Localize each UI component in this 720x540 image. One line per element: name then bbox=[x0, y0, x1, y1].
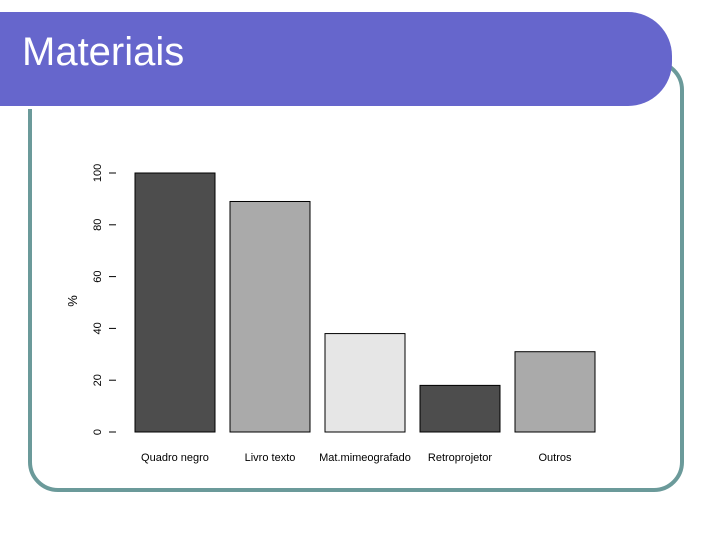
y-axis: 0 20 40 60 80 100 bbox=[92, 164, 116, 435]
title-banner bbox=[0, 12, 672, 109]
bar bbox=[419, 384, 501, 433]
title-underline bbox=[0, 106, 636, 109]
x-category-label: Retroprojetor bbox=[428, 452, 493, 464]
x-axis-labels: Quadro negro Livro texto Mat.mimeografado R… bbox=[141, 452, 572, 464]
x-category-label: Outros bbox=[538, 452, 572, 464]
bar bbox=[134, 172, 216, 433]
y-tick-label: 60 bbox=[92, 270, 104, 282]
bars bbox=[134, 172, 596, 433]
y-axis-label: % bbox=[65, 295, 80, 307]
y-tick-label: 40 bbox=[92, 322, 104, 334]
y-tick-label: 0 bbox=[92, 429, 104, 435]
y-tick-label: 80 bbox=[92, 219, 104, 231]
bar bbox=[514, 351, 596, 433]
y-tick-label: 100 bbox=[92, 164, 104, 182]
bar bbox=[324, 333, 406, 433]
bar bbox=[229, 200, 311, 433]
x-category-label: Livro texto bbox=[245, 452, 296, 464]
slide-title: Materiais bbox=[22, 30, 185, 74]
x-category-label: Mat.mimeografado bbox=[319, 452, 411, 464]
y-tick-label: 20 bbox=[92, 374, 104, 386]
x-category-label: Quadro negro bbox=[141, 452, 209, 464]
